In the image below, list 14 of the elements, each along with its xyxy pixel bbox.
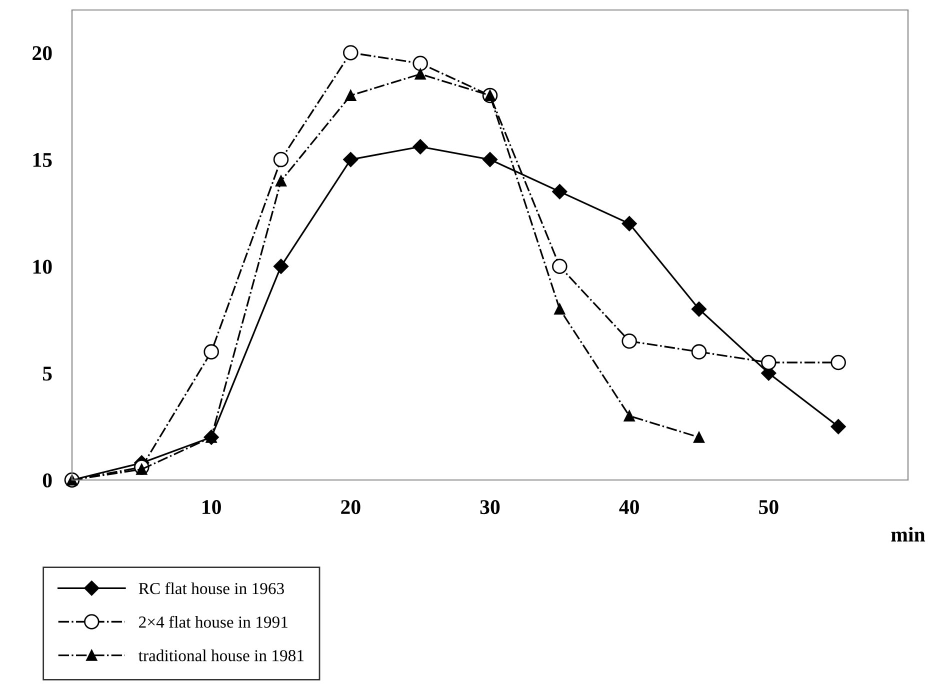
x-axis-title: min (891, 527, 926, 542)
legend-label: RC flat house in 1963 (138, 582, 284, 594)
legend-label: traditional house in 1981 (138, 650, 304, 662)
y-tick-label: 15 (33, 153, 52, 167)
legend-label: 2×4 flat house in 1991 (139, 616, 288, 628)
y-tick-label: 0 (42, 473, 52, 488)
x-tick-label: 20 (341, 500, 360, 514)
x-tick-label: 30 (480, 500, 500, 514)
x-tick-label: 10 (202, 500, 221, 514)
y-tick-label: 10 (33, 260, 52, 274)
y-tick-label: 20 (32, 46, 52, 60)
x-tick-label: 50 (759, 500, 778, 514)
y-tick-label: 5 (42, 366, 52, 381)
x-tick-label: 40 (619, 500, 639, 514)
